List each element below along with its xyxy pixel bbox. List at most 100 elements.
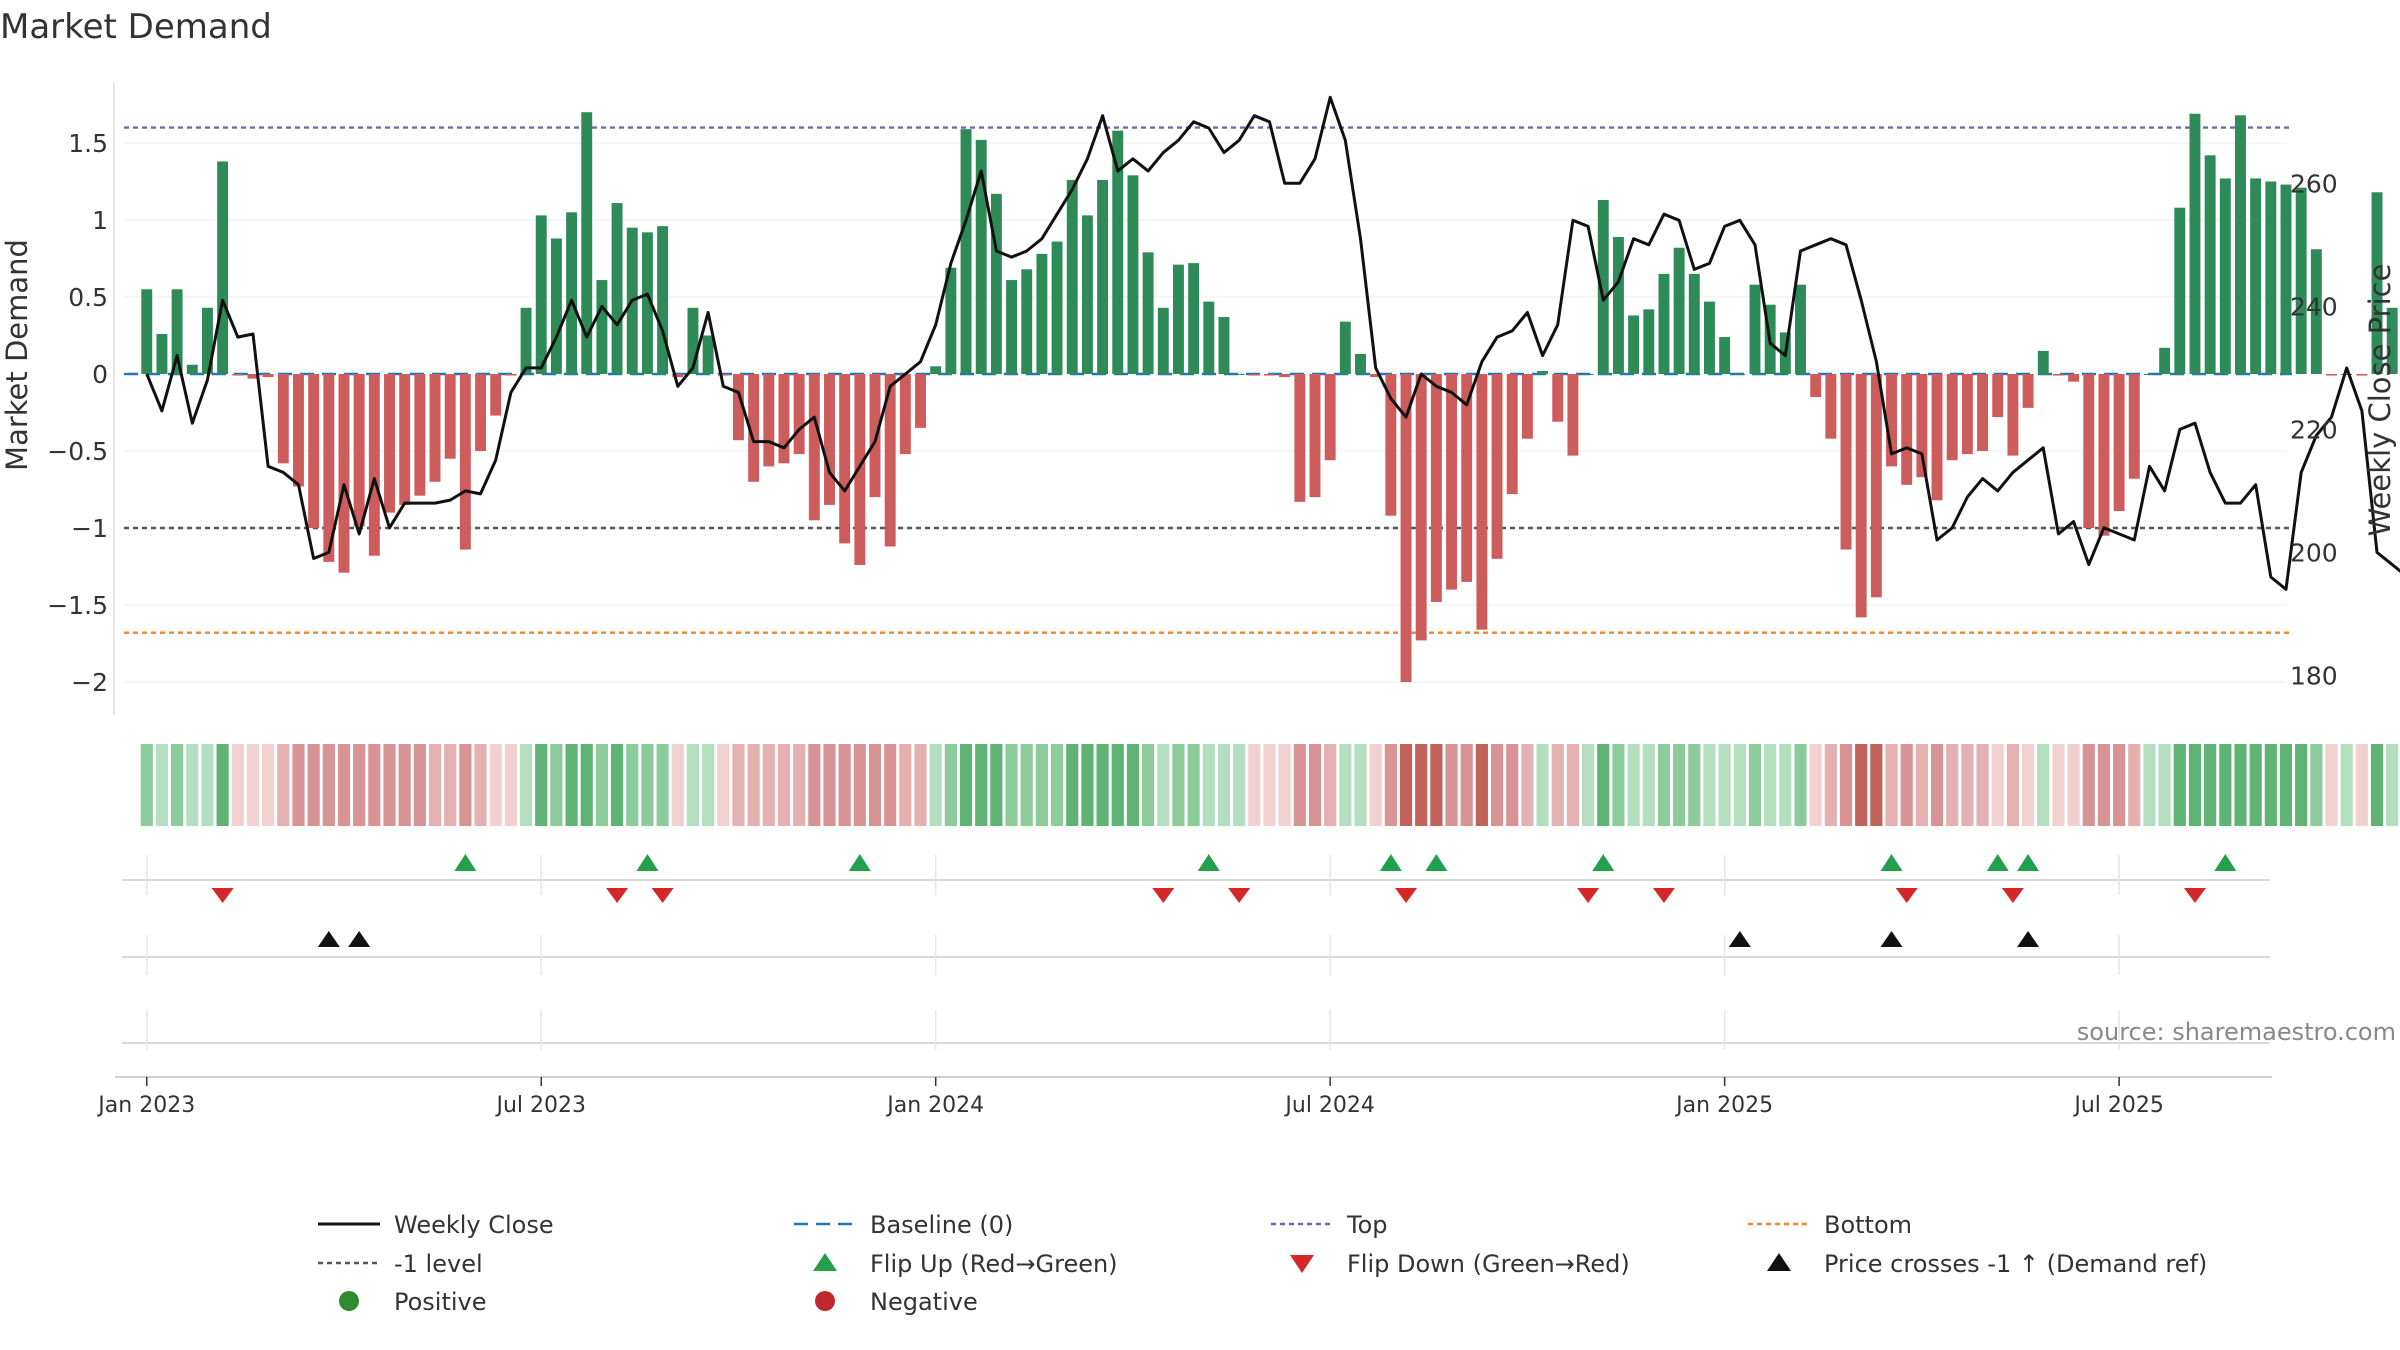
demand-bar [2098, 374, 2110, 536]
demand-tile [1794, 744, 1807, 826]
demand-tile [1384, 744, 1397, 826]
y-tick-label: 1.5 [68, 129, 108, 158]
demand-tile [793, 744, 806, 826]
demand-bar [384, 374, 395, 513]
demand-tile [702, 744, 715, 826]
demand-tile [1035, 744, 1048, 826]
demand-tile [1657, 744, 1671, 826]
flip-up-marker [1986, 854, 2009, 871]
legend-label: Negative [870, 1288, 978, 1316]
demand-bar [2083, 374, 2095, 528]
axes: 1.5 1 0.5 0 −0.5 −1 −1.5 −2 260 240 220 200 180 [47, 82, 2338, 715]
demand-tile [2188, 744, 2202, 826]
demand-tile [2021, 744, 2035, 826]
demand-tile [246, 744, 260, 826]
demand-bar [2280, 184, 2292, 374]
y2-tick-label: 220 [2290, 415, 2338, 444]
demand-bar [277, 374, 289, 464]
demand-bar [1264, 374, 1275, 376]
demand-bar [2204, 155, 2216, 374]
demand-bar [2310, 249, 2322, 374]
demand-tile [1369, 744, 1382, 826]
demand-tile [1627, 744, 1640, 826]
demand-tile [201, 744, 214, 826]
demand-tile [231, 744, 244, 826]
price-line [145, 95, 2400, 591]
y-tick-label: 1 [92, 206, 108, 235]
legend-swatch-flip-down [1290, 1255, 1314, 1273]
demand-bar [1279, 374, 1291, 378]
demand-tile [1096, 744, 1109, 826]
demand-tile [1870, 744, 1883, 826]
legend-label: Flip Down (Green→Red) [1347, 1250, 1630, 1278]
demand-bar [748, 374, 760, 482]
demand-bar [2356, 374, 2368, 376]
demand-tile [2295, 744, 2308, 826]
demand-tile [444, 744, 457, 826]
demand-tile [1597, 744, 1610, 826]
demand-tile [2082, 744, 2095, 826]
flip-up-marker [2017, 854, 2040, 871]
demand-tile [1809, 744, 1822, 826]
legend-swatch-positive [339, 1291, 359, 1311]
demand-bar [1294, 374, 1306, 502]
demand-bar [1886, 374, 1897, 467]
demand-tile [1506, 744, 1519, 826]
demand-tile [990, 744, 1003, 826]
demand-tile [428, 744, 442, 826]
demand-tile [2355, 744, 2368, 826]
demand-bar [1537, 370, 1549, 374]
demand-bar [2250, 178, 2262, 374]
demand-tile [1217, 744, 1231, 826]
demand-tile [2386, 744, 2399, 826]
demand-tile [1733, 744, 1746, 826]
demand-bar [171, 289, 183, 374]
demand-tile [2325, 744, 2338, 826]
demand-bar [520, 307, 532, 374]
demand-tile [1642, 744, 1655, 826]
chart-title: Market Demand [0, 7, 272, 47]
demand-tile [2067, 744, 2080, 826]
demand-tile [186, 744, 199, 826]
demand-bar [2371, 192, 2383, 374]
flip-down-marker [2183, 888, 2206, 903]
cross-marker [348, 931, 371, 947]
demand-bar [778, 374, 790, 464]
demand-bar [2159, 347, 2171, 374]
demand-tile [1566, 744, 1580, 826]
flip-up-marker [636, 854, 659, 871]
demand-tile [1050, 744, 1064, 826]
demand-bar [763, 374, 775, 467]
demand-tile [1885, 744, 1898, 826]
demand-tile [398, 744, 411, 826]
demand-tile [2128, 744, 2141, 826]
demand-tile [1081, 744, 1094, 826]
demand-bar [1491, 374, 1503, 559]
demand-tile [1779, 744, 1792, 826]
demand-tile [1946, 744, 1959, 826]
demand-tile [353, 744, 366, 826]
legend-label: -1 level [394, 1250, 483, 1278]
demand-tile [368, 744, 381, 826]
demand-tile [595, 744, 609, 826]
demand-bar [414, 374, 426, 496]
demand-bar [1795, 284, 1806, 374]
demand-bar [1461, 374, 1473, 582]
demand-bar [1992, 374, 2004, 418]
flip-down-marker [1395, 888, 1418, 903]
demand-tile [1339, 744, 1352, 826]
demand-tile [1187, 744, 1200, 826]
demand-tile [1673, 744, 1686, 826]
cross-markers [122, 931, 2270, 958]
demand-bar [657, 226, 669, 374]
demand-bar [1430, 374, 1442, 602]
y2-tick-label: 260 [2290, 169, 2338, 198]
demand-bar [535, 215, 547, 374]
demand-tile [1855, 744, 1868, 826]
demand-bar [717, 374, 729, 376]
demand-tile [1278, 744, 1291, 826]
demand-bar [459, 374, 471, 550]
demand-bar [2037, 350, 2049, 374]
demand-tile [519, 744, 533, 826]
demand-tile [2279, 744, 2293, 826]
